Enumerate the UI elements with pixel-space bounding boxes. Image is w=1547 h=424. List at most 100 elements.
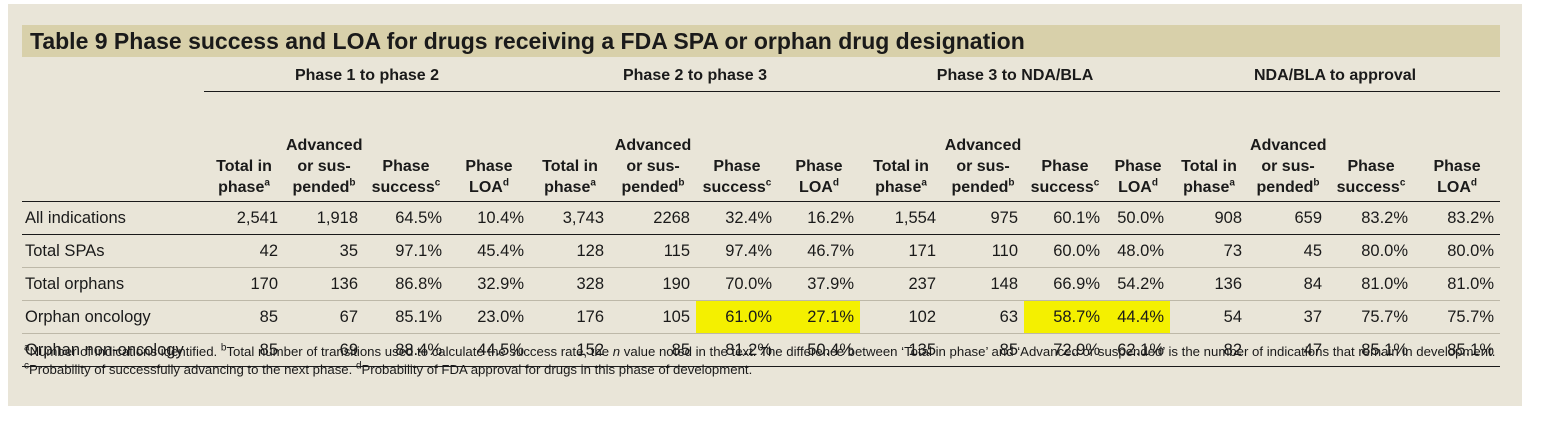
table-cell: 54.2% [1106,267,1171,301]
table-cell: 32.9% [448,267,530,301]
table-cell: 69 [284,333,364,367]
table-cell: 60.1% [1024,201,1106,235]
table-cell: 72.9% [1024,333,1106,367]
table-cell: 86.8% [364,267,448,301]
table-cell: 2268 [610,201,696,235]
advanced-suspended-header: Advanced or sus-pendedb [942,91,1024,202]
empty-header [22,60,204,92]
table-cell: 102 [860,300,942,334]
table-cell: 85.1% [1414,333,1501,367]
group-header: NDA/BLA to approval [1170,60,1501,92]
table-cell: 975 [942,201,1024,235]
table-cell: 44.4% [1106,300,1171,334]
table-cell: 328 [530,267,610,301]
table-cell: 190 [610,267,696,301]
table-cell: 47 [1248,333,1329,367]
table-cell: 85 [610,333,696,367]
table-cell: 82 [1170,333,1249,367]
table-cell: 81.2% [696,333,778,367]
table-cell: 73 [1170,234,1249,268]
phase-success-header: Phase successc [364,91,448,202]
total-in-phase-header: Total in phasea [860,91,942,202]
column-header-row: Total in phasea Advanced or sus-pendedb Phas… [22,91,1501,202]
table-cell: 908 [1170,201,1249,235]
table-cell: 85 [204,333,284,367]
table-cell: 23.0% [448,300,530,334]
table-cell: 81.0% [1414,267,1501,301]
table-cell: 46.7% [778,234,860,268]
table-cell: 42 [204,234,284,268]
table-cell: 237 [860,267,942,301]
table-row: Orphan oncology 85 67 85.1% 23.0% 176 105 61.0%… [22,300,1501,334]
table-cell: 83.2% [1414,201,1501,235]
table-cell: 81.0% [1328,267,1415,301]
table-cell: 75.7% [1328,300,1415,334]
table-cell: 88.4% [364,333,448,367]
table-cell: 58.7% [1024,300,1106,334]
table-cell: 50.4% [778,333,860,367]
table-cell: 3,743 [530,201,610,235]
table-cell: 97.4% [696,234,778,268]
table-row: Orphan non-oncology 85 69 88.4% 44.5% 152 85 81… [22,333,1501,367]
phase-success-header: Phase successc [1328,91,1415,202]
table-cell: 16.2% [778,201,860,235]
table-cell: 66.9% [1024,267,1106,301]
table-cell: 27.1% [778,300,860,334]
advanced-suspended-header: Advanced or sus-pendedb [610,91,696,202]
table-cell: 62.1% [1106,333,1171,367]
table-cell: 67 [284,300,364,334]
row-label: Orphan oncology [22,300,204,334]
phase-loa-header: Phase LOAd [778,91,860,202]
phase-loa-header: Phase LOAd [1106,91,1171,202]
table-cell: 136 [284,267,364,301]
phase-success-header: Phase successc [696,91,778,202]
table-body: All indications 2,541 1,918 64.5% 10.4% 3,743… [22,201,1501,367]
table-cell: 37.9% [778,267,860,301]
table-cell: 85 [204,300,284,334]
table-cell: 61.0% [696,300,778,334]
table-cell: 152 [530,333,610,367]
table-cell: 75.7% [1414,300,1501,334]
phase-success-table: Phase 1 to phase 2 Phase 2 to phase 3 Ph… [22,60,1501,367]
table-cell: 60.0% [1024,234,1106,268]
advanced-suspended-header: Advanced or sus-pendedb [284,91,364,202]
total-in-phase-header: Total in phasea [530,91,610,202]
table-cell: 48.0% [1106,234,1171,268]
table-cell: 85 [942,333,1024,367]
table-cell: 84 [1248,267,1329,301]
group-header: Phase 2 to phase 3 [530,60,860,92]
title-bar [22,25,1500,57]
row-label: Total SPAs [22,234,204,268]
table-title: Table 9 Phase success and LOA for drugs … [30,28,1025,54]
total-in-phase-header: Total in phasea [204,91,284,202]
phase-success-header: Phase successc [1024,91,1106,202]
table-cell: 110 [942,234,1024,268]
row-label: Total orphans [22,267,204,301]
table-cell: 37 [1248,300,1329,334]
table-cell: 54 [1170,300,1249,334]
table-cell: 63 [942,300,1024,334]
group-header-row: Phase 1 to phase 2 Phase 2 to phase 3 Ph… [22,60,1501,92]
advanced-suspended-header: Advanced or sus-pendedb [1248,91,1329,202]
table-cell: 32.4% [696,201,778,235]
row-label: All indications [22,201,204,235]
table-cell: 115 [610,234,696,268]
table-cell: 80.0% [1414,234,1501,268]
table-cell: 97.1% [364,234,448,268]
table-cell: 659 [1248,201,1329,235]
table-cell: 10.4% [448,201,530,235]
phase-loa-header: Phase LOAd [1414,91,1501,202]
table-cell: 128 [530,234,610,268]
table-cell: 64.5% [364,201,448,235]
table-cell: 85.1% [1328,333,1415,367]
table-cell: 83.2% [1328,201,1415,235]
table-cell: 170 [204,267,284,301]
table-row: Total orphans 170 136 86.8% 32.9% 328 190 70.0%… [22,267,1501,301]
table-cell: 171 [860,234,942,268]
table-cell: 35 [284,234,364,268]
table-cell: 135 [860,333,942,367]
table-cell: 50.0% [1106,201,1171,235]
table-cell: 136 [1170,267,1249,301]
total-in-phase-header: Total in phasea [1170,91,1249,202]
table-cell: 176 [530,300,610,334]
